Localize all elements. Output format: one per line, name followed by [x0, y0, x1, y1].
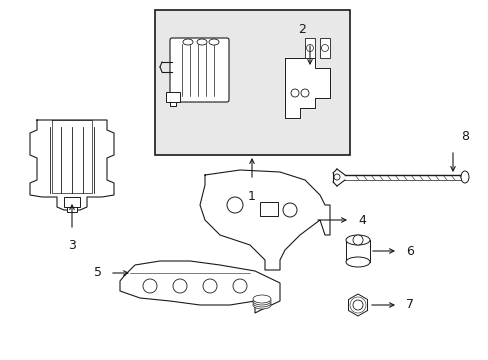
Bar [170, 102, 176, 106]
Polygon shape [285, 58, 329, 118]
Ellipse shape [252, 299, 270, 307]
Bar [64, 197, 80, 207]
Ellipse shape [183, 39, 193, 45]
Circle shape [226, 197, 243, 213]
Circle shape [203, 279, 217, 293]
Text: 3: 3 [68, 239, 76, 252]
Polygon shape [200, 170, 329, 270]
Ellipse shape [208, 39, 219, 45]
Bar [67, 207, 77, 212]
Ellipse shape [460, 171, 468, 183]
Text: 4: 4 [357, 213, 365, 226]
Ellipse shape [252, 301, 270, 309]
FancyBboxPatch shape [170, 38, 228, 102]
Bar [155, 10, 349, 155]
Polygon shape [348, 294, 367, 316]
Circle shape [290, 89, 298, 97]
Text: 8: 8 [460, 130, 468, 143]
Bar [319, 38, 329, 58]
Circle shape [232, 279, 246, 293]
Ellipse shape [252, 297, 270, 305]
Circle shape [352, 300, 362, 310]
Bar [305, 38, 314, 58]
Ellipse shape [346, 257, 369, 267]
Polygon shape [120, 261, 280, 313]
Text: 6: 6 [405, 244, 413, 257]
Circle shape [301, 89, 308, 97]
Circle shape [321, 45, 328, 51]
Circle shape [333, 174, 339, 180]
Text: 1: 1 [247, 190, 255, 203]
Circle shape [173, 279, 186, 293]
Ellipse shape [252, 295, 270, 303]
Bar [260, 202, 278, 216]
Text: 5: 5 [94, 266, 102, 279]
Bar [346, 240, 369, 262]
Bar [165, 92, 180, 102]
Circle shape [142, 279, 157, 293]
Polygon shape [30, 120, 114, 210]
Circle shape [283, 203, 296, 217]
Text: 7: 7 [405, 298, 413, 311]
Ellipse shape [197, 39, 206, 45]
Ellipse shape [346, 235, 369, 245]
Text: 2: 2 [298, 23, 305, 36]
Circle shape [352, 235, 362, 245]
Circle shape [306, 45, 313, 51]
